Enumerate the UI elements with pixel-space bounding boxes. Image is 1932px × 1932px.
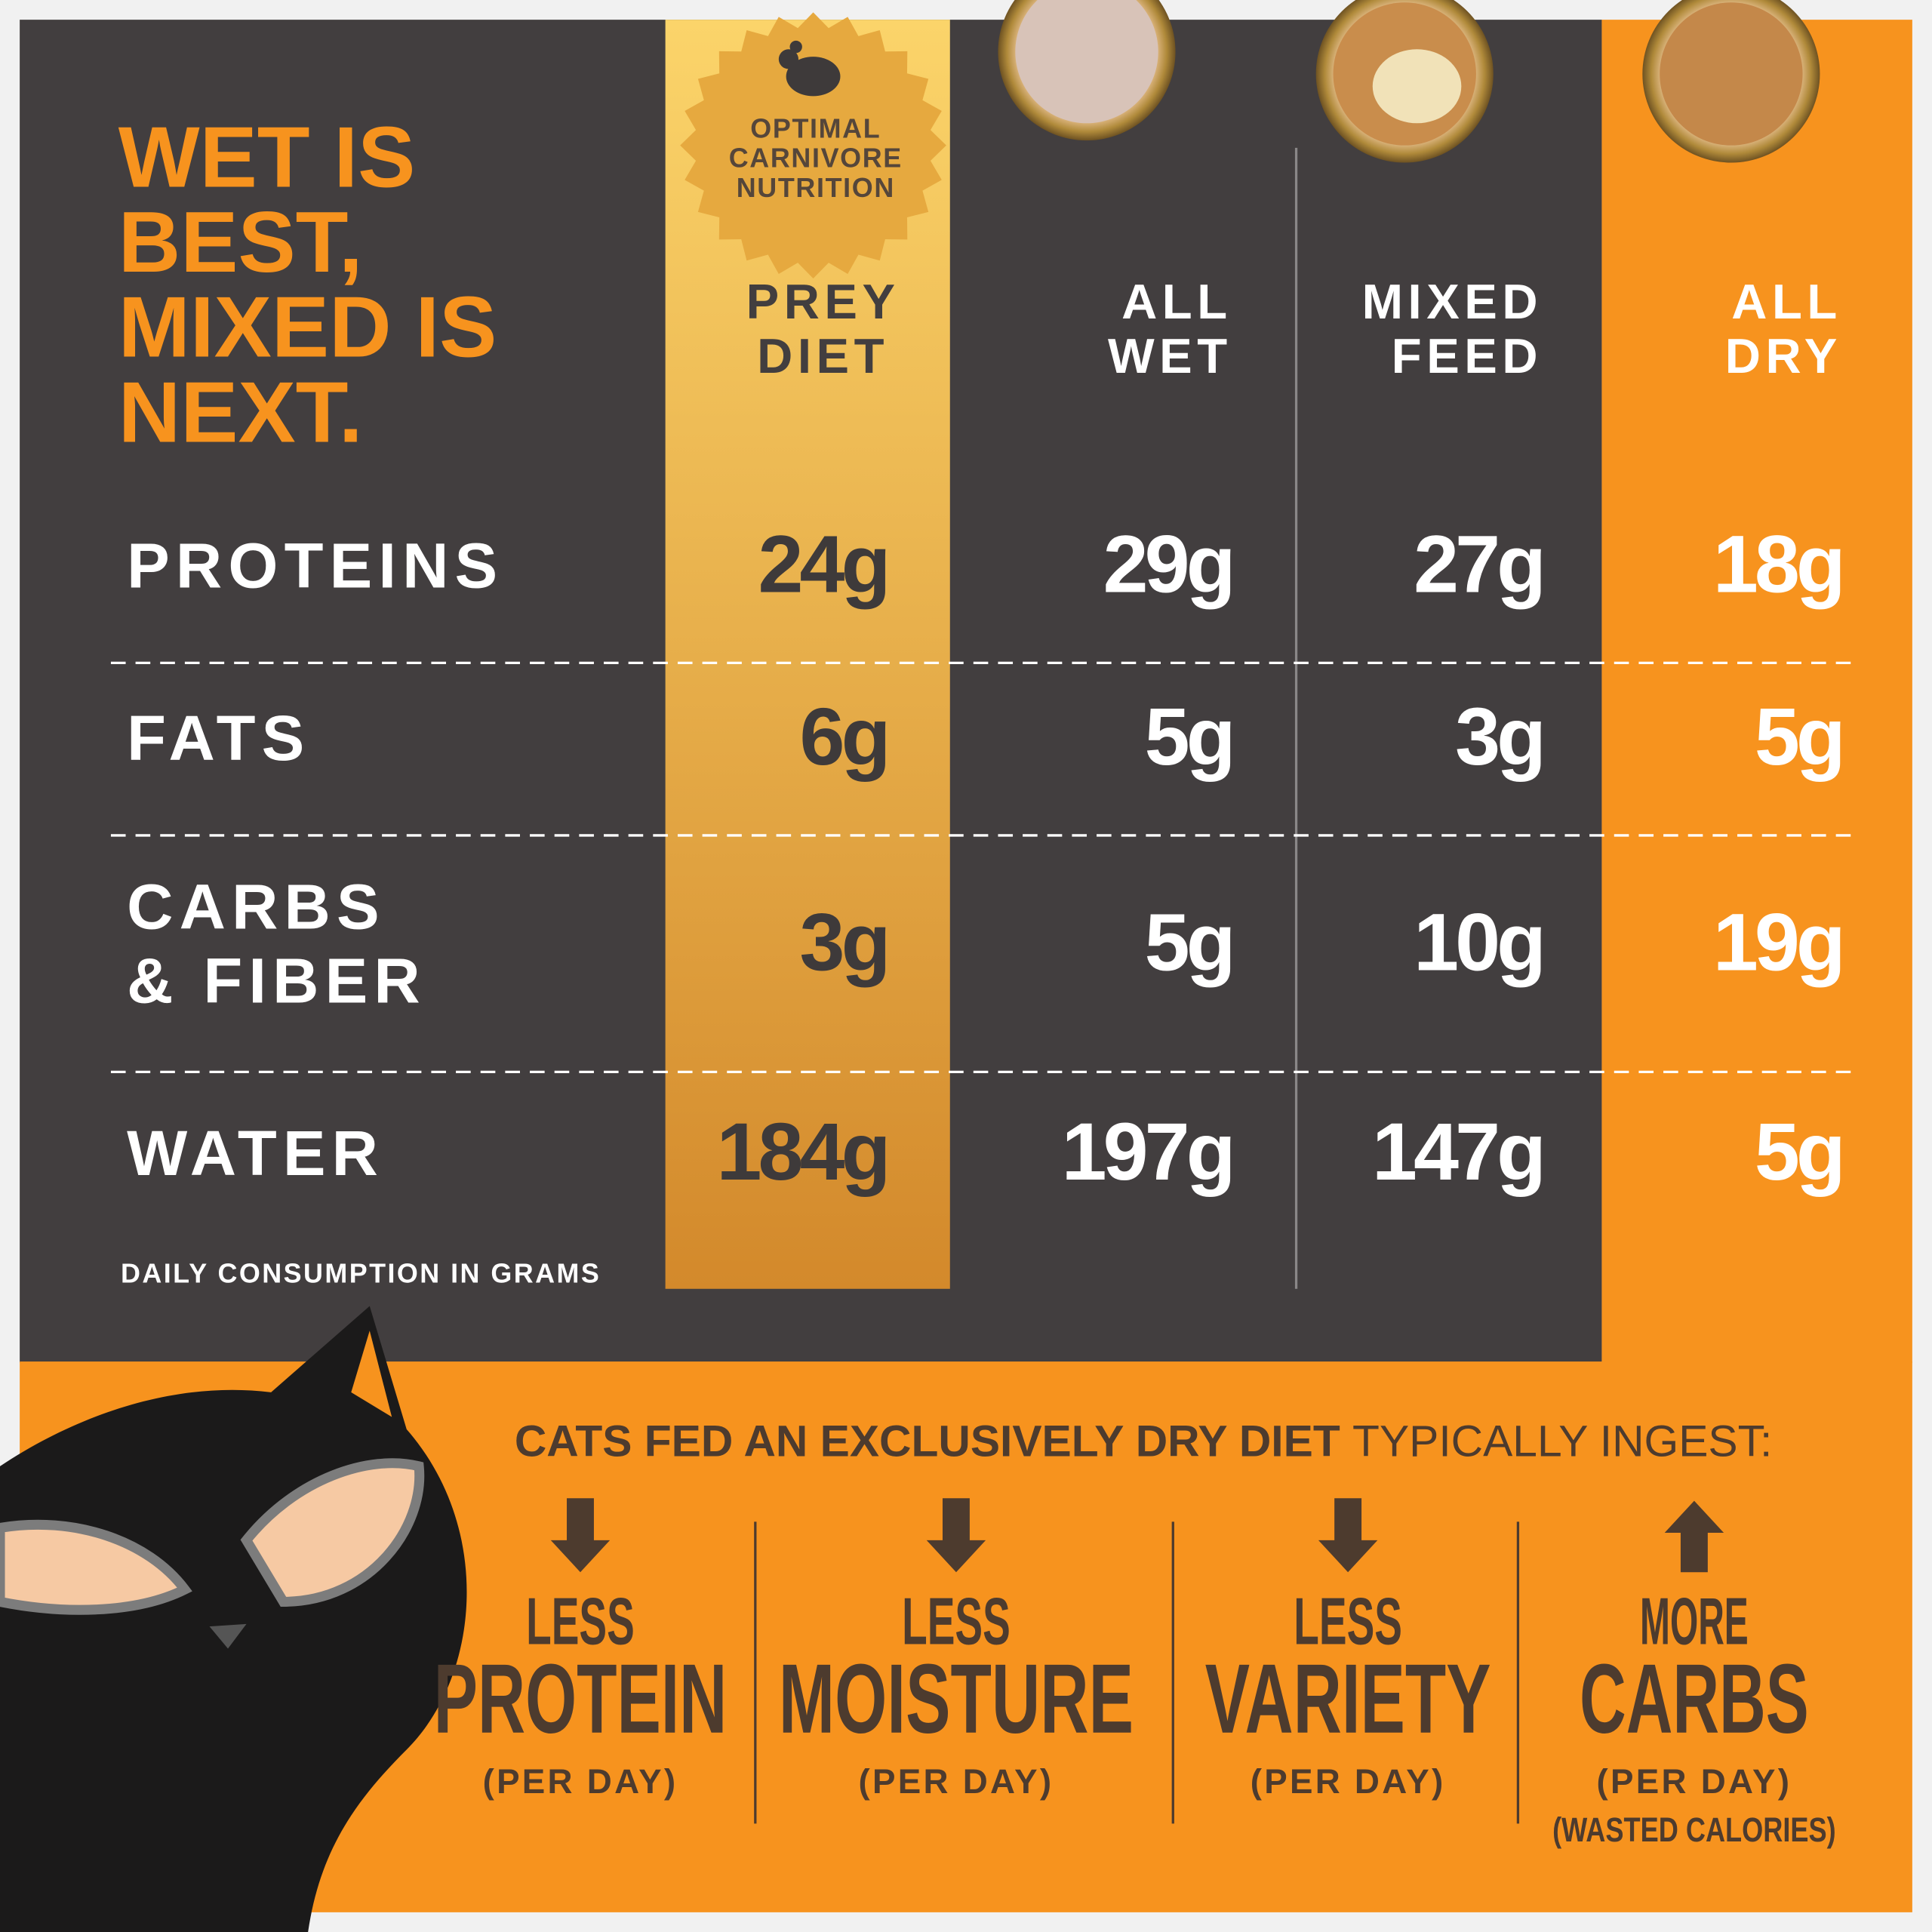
item-qualifier: LESS [1294,1583,1402,1658]
summary-lead: CATS FED AN EXCLUSIVELY DRY DIET TYPICALL… [515,1417,1773,1466]
mouse-icon [778,40,841,97]
item-unit: (PER DAY) [483,1762,678,1801]
summary-lead-rest: TYPICALLY INGEST: [1352,1417,1772,1466]
column-header: MIXED [1362,274,1543,329]
arrow-icon [550,1498,611,1573]
cell-value: 5g [1755,691,1842,782]
column-header: ALL [1121,274,1232,329]
item-qualifier: LESS [526,1583,635,1658]
row-label: WATER [127,1117,384,1189]
cell-value: 10g [1414,897,1543,988]
bowl-dry-food [1660,2,1803,146]
item-unit: (PER DAY) [1596,1762,1792,1801]
cell-value: 3g [1455,691,1543,782]
column-header: DRY [1725,328,1842,383]
row-label: PROTEINS [127,529,503,601]
bowl-mixed-gravy [1372,49,1462,124]
item-subject: MOISTURE [779,1644,1134,1754]
mouse-head [778,49,798,69]
item-extra: (WASTED CALORIES) [1552,1810,1836,1849]
headline: NEXT. [118,365,363,460]
bowls [998,0,1820,163]
badge-text: CARNIVORE [729,143,903,174]
column-header: WET [1108,328,1232,383]
cell-value: 24g [758,518,888,609]
cell-value: 5g [1755,1106,1842,1197]
cat-silhouette [0,1306,467,1932]
arrow-icon [926,1498,986,1573]
summary-lead-bold: CATS FED AN EXCLUSIVELY DRY DIET [515,1417,1340,1466]
headline: WET IS [118,109,416,205]
item-subject: VARIETY [1205,1644,1491,1754]
cell-value: 19g [1713,897,1842,988]
cell-value: 197g [1062,1106,1232,1197]
cell-value: 18g [1713,518,1842,609]
dry-panel [1601,20,1912,1363]
headline: BEST, [118,195,363,291]
cat-ear [351,1331,392,1417]
headline: MIXED IS [118,280,497,376]
row-label: FATS [127,702,310,774]
item-qualifier: MORE [1640,1583,1749,1658]
row-label: & FIBER [127,945,426,1017]
cell-value: 29g [1103,518,1232,609]
cat-eye-right [240,1458,425,1607]
item-unit: (PER DAY) [1251,1762,1446,1801]
cell-value: 147g [1372,1106,1543,1197]
column-header: DIET [757,328,889,383]
cell-value: 3g [800,897,888,988]
cat [0,1306,467,1932]
cell-value: 5g [1145,691,1232,782]
arrow-icon [1318,1498,1378,1573]
column-header: FEED [1392,328,1543,383]
cat-nose [209,1623,247,1649]
badge-text: NUTRITION [737,172,895,203]
table-note: DAILY CONSUMPTION IN GRAMS [121,1257,601,1288]
badge [680,12,946,278]
arrow-icon [1664,1500,1724,1573]
cell-value: 6g [800,691,888,782]
item-subject: PROTEIN [434,1644,728,1754]
mouse-ear [789,40,802,54]
item-qualifier: LESS [902,1583,1011,1658]
badge-text: OPTIMAL [750,113,881,144]
cell-value: 5g [1145,897,1232,988]
column-header: ALL [1731,274,1842,329]
row-label: CARBS [127,871,386,943]
cell-value: 27g [1414,518,1543,609]
cell-value: 184g [716,1106,887,1197]
item-subject: CARBS [1580,1644,1809,1754]
item-unit: (PER DAY) [859,1762,1054,1801]
column-header: PREY [746,274,900,329]
cat-eye-left [0,1519,192,1615]
mouse-body [786,57,841,97]
bowl-wet-food [1015,0,1158,124]
